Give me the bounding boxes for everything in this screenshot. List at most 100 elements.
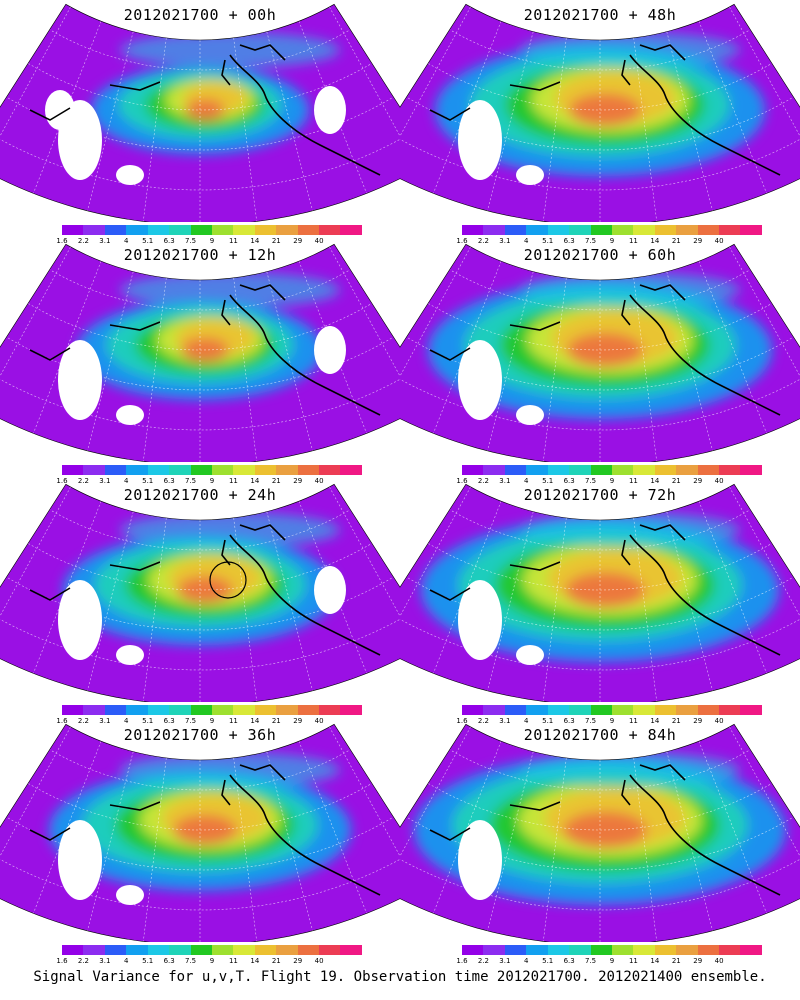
colorbar-segment bbox=[276, 705, 298, 715]
colorbar-segment bbox=[504, 225, 527, 235]
colorbar-segment bbox=[147, 225, 170, 235]
colorbar-segment bbox=[697, 705, 720, 715]
colorbar-segment bbox=[233, 705, 255, 715]
colorbar bbox=[462, 465, 762, 475]
colorbar-tick-label: 11 bbox=[228, 477, 238, 485]
colorbar-segment bbox=[676, 465, 698, 475]
colorbar-segment bbox=[104, 225, 127, 235]
colorbar-segment bbox=[697, 945, 720, 955]
colorbar-tick-label: 3.1 bbox=[99, 717, 111, 725]
colorbar-tick-label: 11 bbox=[628, 477, 638, 485]
colorbar-tick-label: 5.1 bbox=[142, 957, 154, 965]
colorbar-tick-label: 9 bbox=[209, 717, 215, 725]
variance-map bbox=[400, 243, 800, 462]
panel-title: 2012021700 + 12h bbox=[123, 246, 277, 264]
colorbar-segment bbox=[340, 705, 362, 715]
colorbar-tick-label: 5.1 bbox=[142, 477, 154, 485]
colorbar-tick-label: 4 bbox=[124, 477, 129, 485]
colorbar-tick-label: 9 bbox=[609, 717, 615, 725]
colorbar-segment bbox=[526, 705, 548, 715]
colorbar-segment bbox=[611, 225, 634, 235]
colorbar-tick-label: 9 bbox=[609, 477, 615, 485]
variance-map bbox=[400, 723, 800, 942]
colorbar-segment bbox=[83, 705, 105, 715]
colorbar-segment bbox=[254, 705, 277, 715]
colorbar-tick-label: 6.3 bbox=[563, 717, 575, 725]
colorbar-tick-label: 7.5 bbox=[584, 717, 597, 725]
colorbar-tick-label: 40 bbox=[714, 477, 724, 485]
colorbar-tick-label: 11 bbox=[628, 237, 638, 245]
colorbar-segment bbox=[340, 465, 362, 475]
colorbar-segment bbox=[719, 465, 741, 475]
colorbar-tick-label: 2.2 bbox=[477, 477, 489, 485]
panel-title: 2012021700 + 48h bbox=[523, 6, 677, 24]
colorbar-tick-label: 3.1 bbox=[99, 477, 111, 485]
colorbar-labels: 1.6 2.2 3.1 4 5.1 6.3 7.5 9 11 14 21 29 40 bbox=[56, 957, 362, 967]
colorbar-tick-label: 6.3 bbox=[563, 237, 575, 245]
colorbar bbox=[62, 225, 362, 235]
colorbar-tick-label: 2.2 bbox=[77, 957, 89, 965]
colorbar-labels: 1.6 2.2 3.1 4 5.1 6.3 7.5 9 11 14 21 29 40 bbox=[56, 717, 362, 727]
colorbar-tick-label: 21 bbox=[271, 237, 281, 245]
colorbar-segment bbox=[462, 705, 484, 715]
colorbar-segment bbox=[62, 945, 84, 955]
colorbar-tick-label: 7.5 bbox=[184, 477, 197, 485]
colorbar-tick-label: 29 bbox=[693, 717, 703, 725]
colorbar-segment bbox=[569, 465, 591, 475]
colorbar-tick-label: 11 bbox=[228, 957, 238, 965]
colorbar-tick-label: 29 bbox=[293, 477, 303, 485]
colorbar-segment bbox=[211, 705, 234, 715]
colorbar-segment bbox=[526, 465, 548, 475]
panel-title: 2012021700 + 84h bbox=[523, 726, 677, 744]
colorbar-labels: 1.6 2.2 3.1 4 5.1 6.3 7.5 9 11 14 21 29 40 bbox=[456, 477, 762, 487]
colorbar-segment bbox=[633, 705, 655, 715]
colorbar-labels: 1.6 2.2 3.1 4 5.1 6.3 7.5 9 11 14 21 29 40 bbox=[456, 957, 762, 967]
colorbar-tick-label: 6.3 bbox=[163, 237, 175, 245]
colorbar-segment bbox=[126, 705, 148, 715]
colorbar-tick-label: 14 bbox=[250, 477, 260, 485]
colorbar-tick-label: 4 bbox=[124, 957, 129, 965]
colorbar-segment bbox=[233, 465, 255, 475]
colorbar-tick-label: 21 bbox=[271, 957, 281, 965]
panel-title: 2012021700 + 60h bbox=[523, 246, 677, 264]
colorbar-segment bbox=[676, 945, 698, 955]
colorbar-segment bbox=[83, 465, 105, 475]
colorbar-tick-label: 29 bbox=[293, 957, 303, 965]
colorbar-segment bbox=[126, 465, 148, 475]
colorbar-tick-label: 4 bbox=[524, 717, 529, 725]
colorbar-tick-label: 1.6 bbox=[456, 237, 468, 245]
colorbar-tick-label: 7.5 bbox=[584, 477, 597, 485]
map-panel: 2012021700 + 12h 1.6 2.2 3.1 4 5.1 6.3 7.5 9 11 14… bbox=[0, 240, 400, 485]
colorbar-segment bbox=[611, 705, 634, 715]
colorbar-tick-label: 7.5 bbox=[584, 957, 597, 965]
map-field bbox=[0, 4, 400, 222]
colorbar-tick-label: 29 bbox=[293, 237, 303, 245]
colorbar-segment bbox=[676, 225, 698, 235]
colorbar-tick-label: 40 bbox=[314, 717, 324, 725]
colorbar-segment bbox=[569, 945, 591, 955]
colorbar-segment bbox=[569, 705, 591, 715]
colorbar-tick-label: 29 bbox=[293, 717, 303, 725]
colorbar-segment bbox=[169, 705, 191, 715]
colorbar-tick-label: 2.2 bbox=[477, 957, 489, 965]
colorbar-segment bbox=[276, 465, 298, 475]
colorbar-tick-label: 4 bbox=[524, 237, 529, 245]
colorbar-tick-label: 3.1 bbox=[99, 237, 111, 245]
colorbar-segment bbox=[319, 465, 341, 475]
colorbar-tick-label: 14 bbox=[650, 717, 660, 725]
colorbar-segment bbox=[319, 945, 341, 955]
colorbar-tick-label: 3.1 bbox=[499, 237, 511, 245]
colorbar-tick-label: 1.6 bbox=[56, 957, 68, 965]
colorbar-segment bbox=[147, 945, 170, 955]
colorbar-tick-label: 1.6 bbox=[56, 237, 68, 245]
colorbar-segment bbox=[211, 225, 234, 235]
colorbar bbox=[62, 465, 362, 475]
colorbar-segment bbox=[211, 945, 234, 955]
colorbar-segment bbox=[547, 945, 570, 955]
colorbar-tick-label: 6.3 bbox=[163, 957, 175, 965]
colorbar-tick-label: 4 bbox=[524, 957, 529, 965]
colorbar-segment bbox=[740, 945, 762, 955]
colorbar-segment bbox=[590, 465, 612, 475]
colorbar-segment bbox=[547, 705, 570, 715]
colorbar-tick-label: 5.1 bbox=[542, 237, 554, 245]
